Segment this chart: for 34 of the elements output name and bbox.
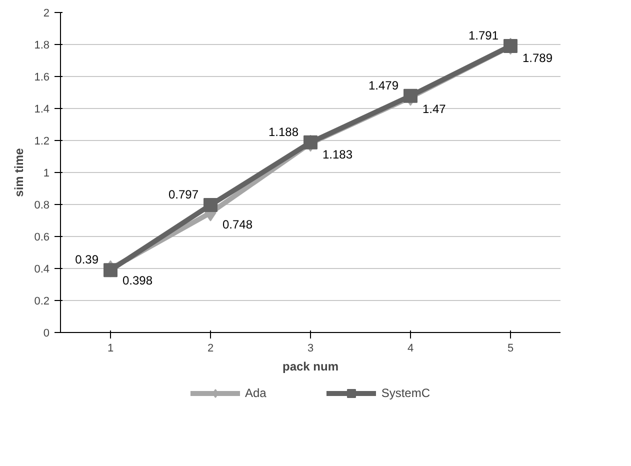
data-label: 1.791: [468, 28, 499, 42]
point: [404, 88, 418, 103]
y-tick-label: 0: [43, 328, 50, 340]
data-label: 1.789: [522, 50, 553, 65]
point: [204, 198, 218, 212]
x-tick-label: 4: [407, 342, 414, 354]
x-axis-title: pack num: [282, 360, 339, 374]
data-label: 0.797: [168, 187, 199, 202]
point: [104, 263, 118, 278]
data-label: 0.398: [122, 273, 153, 288]
data-label: 0.39: [75, 252, 99, 267]
data-label: 1.188: [268, 124, 299, 139]
y-tick-label: 1.8: [34, 40, 50, 52]
y-tick-label: 1.2: [34, 136, 50, 148]
data-label: 0.748: [222, 217, 253, 232]
y-axis-title: sim time: [12, 148, 26, 197]
y-tick-label: 1.4: [34, 104, 50, 116]
x-tick-label: 1: [107, 342, 114, 354]
x-tick-label: 5: [507, 342, 514, 354]
x-tick-label: 3: [307, 342, 314, 354]
y-tick-label: 1.6: [34, 72, 50, 84]
y-tick-label: 0.8: [34, 200, 50, 212]
y-tick-label: 0.2: [34, 296, 50, 308]
y-tick-label: 2: [43, 8, 50, 20]
data-label: 1.183: [322, 148, 353, 162]
legend-label: SystemC: [381, 386, 430, 400]
y-tick-label: 0.6: [34, 232, 50, 244]
point: [304, 135, 318, 150]
y-tick-label: 0.4: [34, 264, 50, 276]
data-label: 1.479: [368, 78, 399, 92]
data-label: 1.47: [422, 102, 446, 116]
y-tick-label: 1: [43, 168, 50, 180]
legend-label: Ada: [244, 386, 266, 400]
x-tick-label: 2: [207, 342, 214, 354]
